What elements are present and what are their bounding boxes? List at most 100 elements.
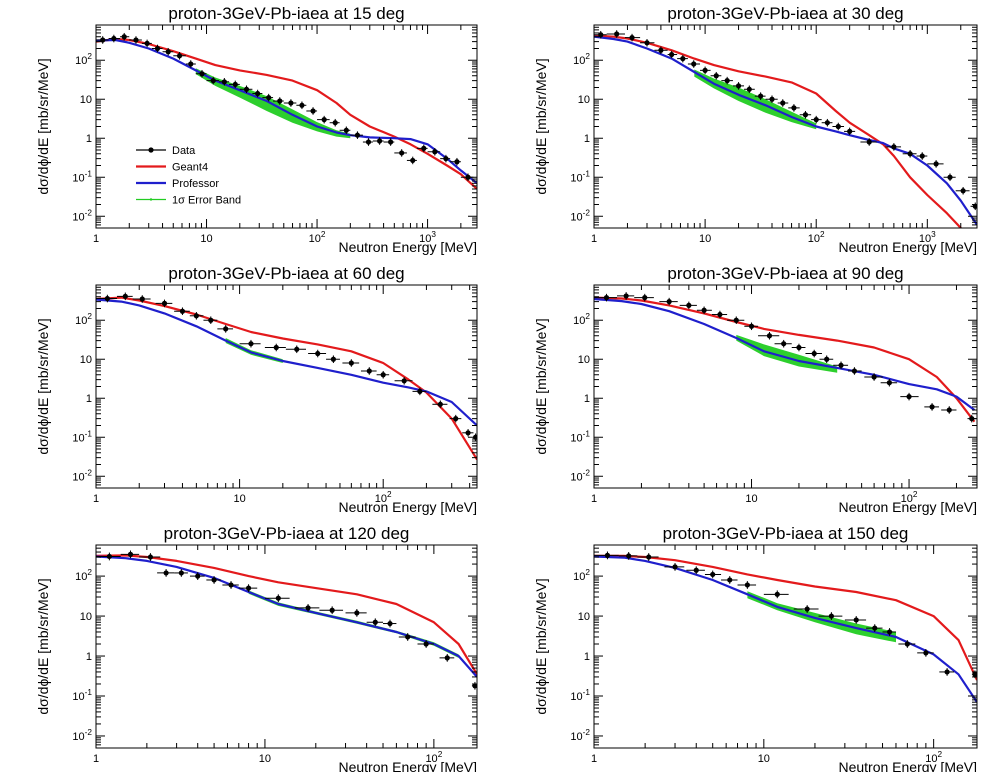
x-tick-label: 103 xyxy=(919,230,936,245)
plot-area xyxy=(594,30,977,228)
data-point xyxy=(296,101,307,110)
data-point xyxy=(222,581,239,589)
data-point-marker xyxy=(405,634,411,640)
data-point-marker xyxy=(766,333,773,339)
chart-panel-6: 1 10 102 10-2 10-1 1 10 102 proton-3GeV-Pb-iaea … xyxy=(533,524,978,772)
data-point-marker xyxy=(399,150,405,156)
y-tick-label: 1 xyxy=(86,393,92,405)
y-tick-label: 102 xyxy=(573,52,590,67)
y-tick-label: 1 xyxy=(584,651,590,663)
legend-entry: Geant4 xyxy=(136,162,208,174)
data-point-marker xyxy=(465,430,471,436)
y-tick-label: 10-2 xyxy=(570,728,590,743)
data-point-marker xyxy=(774,591,780,597)
data-point xyxy=(700,66,711,75)
legend: Data Geant4 Professor 1σ Error Band xyxy=(136,145,241,207)
data-point-marker xyxy=(223,326,229,332)
data-point-marker xyxy=(947,174,953,180)
data-point xyxy=(744,322,759,331)
x-axis-title: Neutron Energy [MeV] xyxy=(338,239,477,255)
error-band xyxy=(747,591,896,643)
x-axis-title: Neutron Energy [MeV] xyxy=(838,499,977,515)
data-point-marker xyxy=(100,37,106,43)
geant4-line xyxy=(594,554,977,681)
chart-title: proton-3GeV-Pb-iaea at 60 deg xyxy=(168,264,404,283)
data-point xyxy=(898,640,916,648)
data-point-marker xyxy=(886,380,892,386)
data-point-marker xyxy=(658,47,664,53)
data-point xyxy=(350,131,363,139)
legend-entry: Data xyxy=(136,145,196,157)
data-point xyxy=(943,173,956,182)
y-axis-title: dσ/dϕ/dE [mb/sr/MeV] xyxy=(35,578,51,714)
data-point-marker xyxy=(121,34,127,40)
data-point-marker xyxy=(933,161,939,167)
data-point xyxy=(848,367,862,375)
data-point-marker xyxy=(853,617,859,623)
data-point-marker xyxy=(824,356,830,362)
data-point xyxy=(819,355,834,364)
x-tick-label: 1 xyxy=(591,753,597,765)
data-point-marker xyxy=(453,416,459,422)
data-point-marker xyxy=(133,37,139,43)
data-point xyxy=(308,349,327,358)
data-point xyxy=(219,78,230,86)
y-tick-label: 10-2 xyxy=(570,208,590,223)
data-point xyxy=(132,295,151,303)
data-point xyxy=(432,400,448,409)
data-point xyxy=(721,76,733,85)
data-point xyxy=(96,552,121,561)
data-point xyxy=(185,60,196,68)
professor-line xyxy=(96,298,477,427)
legend-entry: 1σ Error Band xyxy=(136,195,241,207)
data-point-marker xyxy=(401,378,407,384)
x-axis-title: Neutron Energy [MeV] xyxy=(838,759,977,772)
data-point-marker xyxy=(417,388,423,394)
data-point xyxy=(120,32,130,41)
data-point xyxy=(793,605,819,613)
x-tick-label: 103 xyxy=(419,230,436,245)
data-point xyxy=(902,149,917,158)
data-point-marker xyxy=(669,51,675,58)
y-tick-label: 10 xyxy=(80,94,92,106)
data-point-marker xyxy=(838,362,844,368)
data-point xyxy=(372,137,384,145)
data-point-marker xyxy=(923,650,929,656)
x-tick-label: 10 xyxy=(699,233,711,245)
data-point xyxy=(203,316,218,325)
geant4-line xyxy=(96,37,477,190)
y-axis-title: dσ/dϕ/dE [mb/sr/MeV] xyxy=(533,58,549,194)
data-point-marker xyxy=(454,159,460,165)
data-point-marker xyxy=(886,629,893,635)
data-point-marker xyxy=(423,641,429,647)
data-point xyxy=(294,604,320,612)
y-tick-label: 1 xyxy=(584,133,590,145)
data-point-marker xyxy=(443,156,449,162)
x-tick-label: 102 xyxy=(925,750,942,765)
data-point xyxy=(811,115,822,124)
data-point xyxy=(710,71,722,80)
data-point xyxy=(777,99,789,107)
data-point xyxy=(696,306,712,315)
data-point xyxy=(139,553,161,561)
data-point-marker xyxy=(891,144,897,150)
y-tick-label: 102 xyxy=(573,568,590,583)
y-tick-label: 10 xyxy=(80,354,92,366)
data-point-marker xyxy=(372,619,378,625)
data-point xyxy=(206,576,222,584)
data-point-marker xyxy=(472,683,477,689)
data-point xyxy=(417,640,434,648)
data-point-marker xyxy=(321,117,327,123)
legend-marker xyxy=(149,198,153,201)
data-point-marker xyxy=(702,67,708,73)
data-point xyxy=(342,359,360,367)
data-point xyxy=(206,76,220,85)
data-point-marker xyxy=(343,127,349,133)
professor-line xyxy=(594,297,976,411)
data-point xyxy=(711,310,728,319)
data-point xyxy=(283,99,297,107)
data-point-marker xyxy=(598,32,604,38)
data-point-marker xyxy=(906,394,912,400)
data-point-marker xyxy=(713,73,719,79)
data-point xyxy=(606,30,625,38)
